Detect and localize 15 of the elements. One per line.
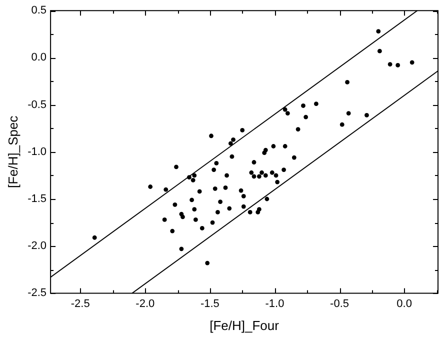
x-tick-label: -1.0	[265, 298, 284, 310]
y-axis-title: [Fe/H]_Spec	[5, 115, 20, 188]
x-tick-label: -2.5	[70, 298, 90, 310]
x-axis-title: [Fe/H]_Four	[210, 318, 280, 333]
y-tick-label: -1.5	[28, 193, 47, 206]
x-tick-label: -2.0	[136, 298, 155, 310]
x-tick-label: 0.0	[396, 298, 412, 310]
y-tick-label: 0.5	[31, 4, 47, 17]
y-tick-label: -0.5	[28, 98, 47, 111]
x-tick-label: -1.5	[200, 298, 220, 310]
y-tick-label: 0.0	[31, 52, 47, 64]
y-tick-label: -2.5	[28, 287, 47, 300]
y-tick-label: -2.0	[28, 240, 47, 252]
y-tick-label: -1.0	[28, 146, 47, 158]
x-tick-label: -0.5	[330, 298, 350, 310]
